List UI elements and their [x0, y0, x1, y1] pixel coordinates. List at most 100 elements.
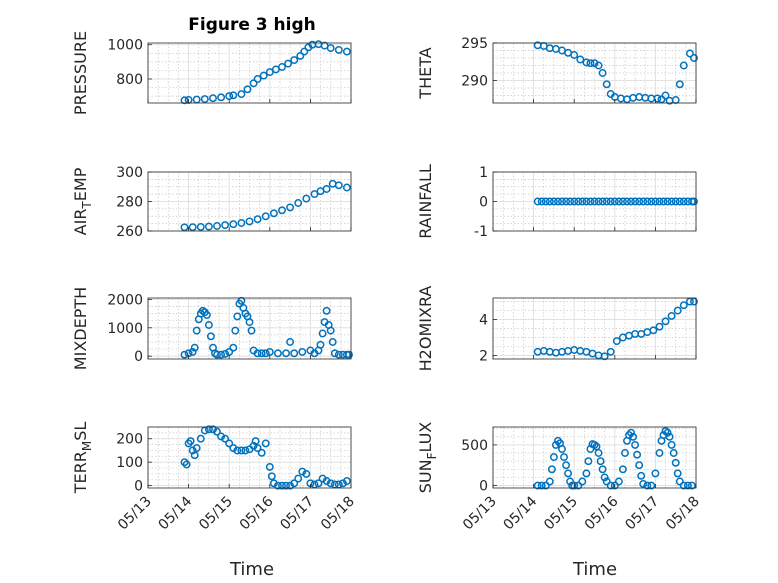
data-point: [651, 197, 660, 206]
data-point: [345, 350, 353, 359]
data-point: [562, 197, 571, 206]
data-point: [318, 329, 327, 338]
data-point: [690, 197, 698, 206]
data-point: [188, 347, 197, 356]
data-point: [316, 340, 325, 349]
data-point: [671, 458, 680, 467]
data-point: [675, 80, 684, 89]
y-tick-label: 300: [116, 165, 143, 181]
data-point: [188, 223, 197, 232]
data-point: [217, 93, 226, 102]
data-point: [334, 45, 343, 54]
data-point: [231, 326, 240, 335]
data-point: [253, 75, 262, 83]
data-point: [541, 481, 550, 490]
x-axis-label-left: Time: [229, 559, 274, 580]
data-point: [685, 49, 694, 58]
data-point: [627, 197, 635, 206]
axes-box: [147, 297, 352, 360]
data-point: [294, 199, 303, 207]
data-point: [558, 445, 566, 453]
data-point: [300, 47, 309, 56]
y-tick-label: 295: [461, 36, 488, 52]
y-axis-label: TERRMSL: [71, 422, 94, 495]
data-point: [558, 197, 566, 206]
data-point: [204, 321, 213, 329]
y-tick-label: 800: [116, 72, 143, 88]
axes-box: [147, 426, 352, 489]
data-point: [673, 469, 682, 478]
data-point: [261, 212, 270, 221]
data-point: [302, 469, 311, 478]
data-point: [192, 444, 201, 453]
data-point: [665, 432, 674, 441]
subplot-mixdepth: 0 1000 2000 MIXDEPTH: [71, 287, 353, 370]
data-point: [221, 221, 230, 230]
data-point: [330, 349, 339, 358]
data-point: [673, 306, 682, 315]
data-point: [663, 197, 672, 206]
data-point: [217, 432, 226, 441]
data-point: [196, 222, 205, 231]
data-point: [667, 197, 676, 206]
data-point: [237, 296, 246, 305]
data-point: [574, 197, 583, 206]
data-point: [582, 197, 591, 206]
axes-box: [147, 42, 352, 104]
data-point: [598, 69, 607, 77]
data-point: [612, 337, 621, 346]
data-point: [635, 197, 644, 206]
data-point: [576, 55, 585, 64]
data-point: [610, 197, 619, 206]
data-point: [204, 425, 213, 434]
data-point: [653, 94, 662, 103]
data-point: [564, 469, 573, 478]
data-point: [282, 349, 290, 358]
data-point: [545, 197, 554, 206]
data-point: [618, 197, 627, 206]
data-point: [570, 481, 579, 490]
data-point: [233, 446, 242, 455]
y-axis-label: H2OMIXRA: [416, 286, 435, 372]
data-point: [322, 185, 331, 193]
data-point: [671, 197, 680, 206]
data-point: [322, 477, 331, 485]
data-point: [342, 47, 351, 56]
data-point: [560, 453, 568, 462]
data-point: [669, 449, 678, 457]
data-point: [679, 197, 688, 206]
data-point: [286, 338, 295, 346]
y-tick-label: 1: [479, 165, 488, 181]
data-point: [233, 312, 242, 321]
y-tick-label: 1000: [107, 321, 143, 337]
x-axis-label-right: Time: [572, 559, 617, 580]
data-point: [602, 477, 611, 486]
axes-box: [492, 297, 697, 360]
data-point: [213, 427, 221, 436]
data-point: [200, 95, 209, 104]
data-point: [598, 465, 607, 474]
data-point: [278, 63, 286, 71]
subplot-airtemp: 260 280 300 AIRTEMP: [71, 165, 352, 240]
y-tick-label: 100: [116, 455, 143, 471]
data-point: [196, 434, 205, 443]
data-point: [659, 197, 668, 206]
data-point: [245, 217, 254, 226]
data-point: [326, 326, 335, 335]
data-point: [334, 350, 343, 359]
data-point: [590, 440, 599, 449]
data-point: [221, 349, 230, 358]
data-point: [598, 197, 607, 206]
data-point: [182, 460, 191, 469]
data-point: [192, 326, 201, 335]
data-point: [610, 481, 619, 490]
data-point: [229, 220, 238, 229]
y-axis-label: AIRTEMP: [71, 167, 94, 235]
data-point: [265, 462, 274, 471]
y-tick-label: 500: [461, 438, 488, 454]
data-point: [204, 222, 213, 231]
data-point: [683, 481, 692, 490]
subplot-pressure: 800 1000 PRESSURE: [71, 31, 352, 115]
data-point: [600, 473, 609, 482]
